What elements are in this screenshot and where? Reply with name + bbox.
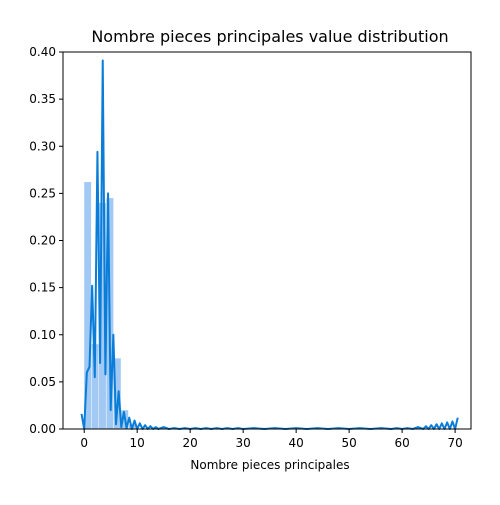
y-tick-label: 0.00 <box>29 422 56 436</box>
histogram-bar <box>113 358 121 429</box>
chart-title: Nombre pieces principales value distribu… <box>91 27 448 46</box>
y-tick-label: 0.20 <box>29 234 56 248</box>
x-axis-ticks: 0 10 20 30 40 50 60 70 <box>80 429 463 450</box>
histogram-bar <box>91 344 99 429</box>
y-tick-label: 0.30 <box>29 139 56 153</box>
kde-line-layer <box>80 59 459 430</box>
axes <box>62 51 472 430</box>
y-tick-label: 0.40 <box>29 45 56 59</box>
density-line <box>80 59 459 430</box>
x-tick-label: 50 <box>341 436 356 450</box>
x-tick-label: 40 <box>289 436 304 450</box>
x-axis-label: Nombre pieces principales <box>190 458 349 472</box>
y-axis-ticks: 0.00 0.05 0.10 0.15 0.20 0.25 0.30 0.35 0.40 <box>29 45 63 436</box>
x-tick-label: 60 <box>394 436 409 450</box>
y-tick-label: 0.35 <box>29 92 56 106</box>
y-tick-label: 0.10 <box>29 328 56 342</box>
x-tick-label: 0 <box>80 436 88 450</box>
y-tick-label: 0.25 <box>29 186 56 200</box>
x-tick-label: 30 <box>236 436 251 450</box>
x-tick-label: 70 <box>447 436 462 450</box>
histogram-bar <box>84 182 92 429</box>
x-tick-label: 20 <box>183 436 198 450</box>
histogram-bar <box>99 202 106 429</box>
y-tick-label: 0.05 <box>29 375 56 389</box>
plot-frame <box>62 51 472 430</box>
x-tick-label: 10 <box>130 436 145 450</box>
y-tick-label: 0.15 <box>29 281 56 295</box>
